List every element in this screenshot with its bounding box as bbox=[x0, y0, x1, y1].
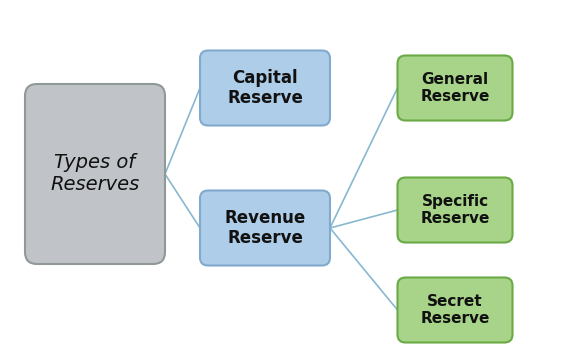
FancyBboxPatch shape bbox=[200, 51, 330, 126]
Text: Specific
Reserve: Specific Reserve bbox=[420, 194, 490, 226]
FancyBboxPatch shape bbox=[397, 277, 513, 342]
FancyBboxPatch shape bbox=[397, 178, 513, 243]
Text: Capital
Reserve: Capital Reserve bbox=[227, 69, 303, 107]
FancyBboxPatch shape bbox=[25, 84, 165, 264]
Text: Types of
Reserves: Types of Reserves bbox=[50, 154, 140, 194]
Text: General
Reserve: General Reserve bbox=[420, 72, 490, 104]
Text: Secret
Reserve: Secret Reserve bbox=[420, 294, 490, 326]
FancyBboxPatch shape bbox=[397, 55, 513, 120]
Text: Revenue
Reserve: Revenue Reserve bbox=[224, 209, 306, 247]
FancyBboxPatch shape bbox=[200, 191, 330, 266]
